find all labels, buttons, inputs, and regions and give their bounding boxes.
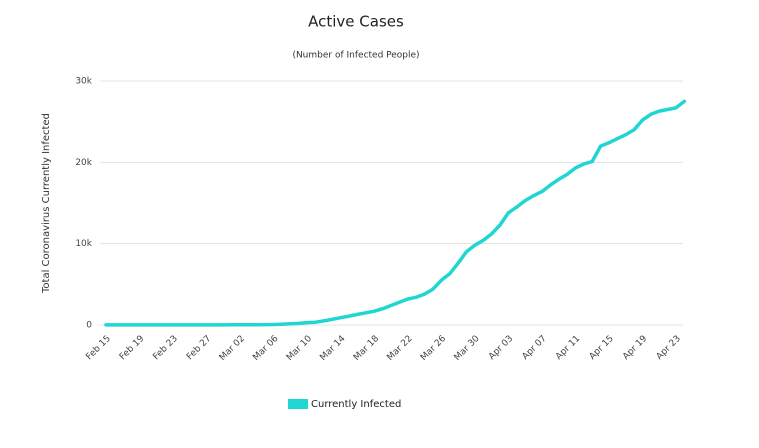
x-tick-label: Feb 19 (118, 334, 147, 363)
x-tick-label: Apr 15 (588, 334, 616, 362)
line (104, 99, 687, 327)
x-tick-label: Mar 22 (385, 334, 414, 363)
y-axis-title: Total Coronavirus Currently Infected (41, 113, 52, 294)
x-tick-label: Feb 15 (84, 334, 112, 362)
x-tick-label: Mar 30 (453, 334, 482, 363)
chart-subtitle: (Number of Infected People) (292, 51, 419, 61)
x-tick-label: Apr 07 (521, 334, 549, 362)
x-tick-label: Mar 06 (251, 334, 280, 363)
x-tick-label: Feb 27 (185, 334, 213, 362)
legend-swatch (288, 399, 308, 409)
x-tick-label: Mar 14 (318, 334, 347, 363)
x-tick-label: Apr 23 (655, 334, 683, 362)
x-tick-label: Mar 26 (419, 334, 448, 363)
x-tick-label: Mar 02 (218, 334, 247, 363)
legend-label: Currently Infected (311, 399, 401, 410)
chart-title: Active Cases (308, 13, 404, 31)
y-tick-label: 20k (75, 158, 92, 168)
x-tick-label: Mar 10 (285, 334, 314, 363)
x-tick-label: Apr 11 (554, 334, 582, 362)
x-tick-label: Apr 03 (487, 334, 515, 362)
x-tick-label: Apr 19 (621, 334, 649, 362)
x-tick-label: Mar 18 (352, 334, 381, 363)
x-tick-label: Feb 23 (151, 334, 179, 362)
y-tick-label: 10k (75, 239, 92, 249)
y-tick-label: 30k (75, 77, 92, 87)
y-tick-label: 0 (86, 321, 92, 331)
